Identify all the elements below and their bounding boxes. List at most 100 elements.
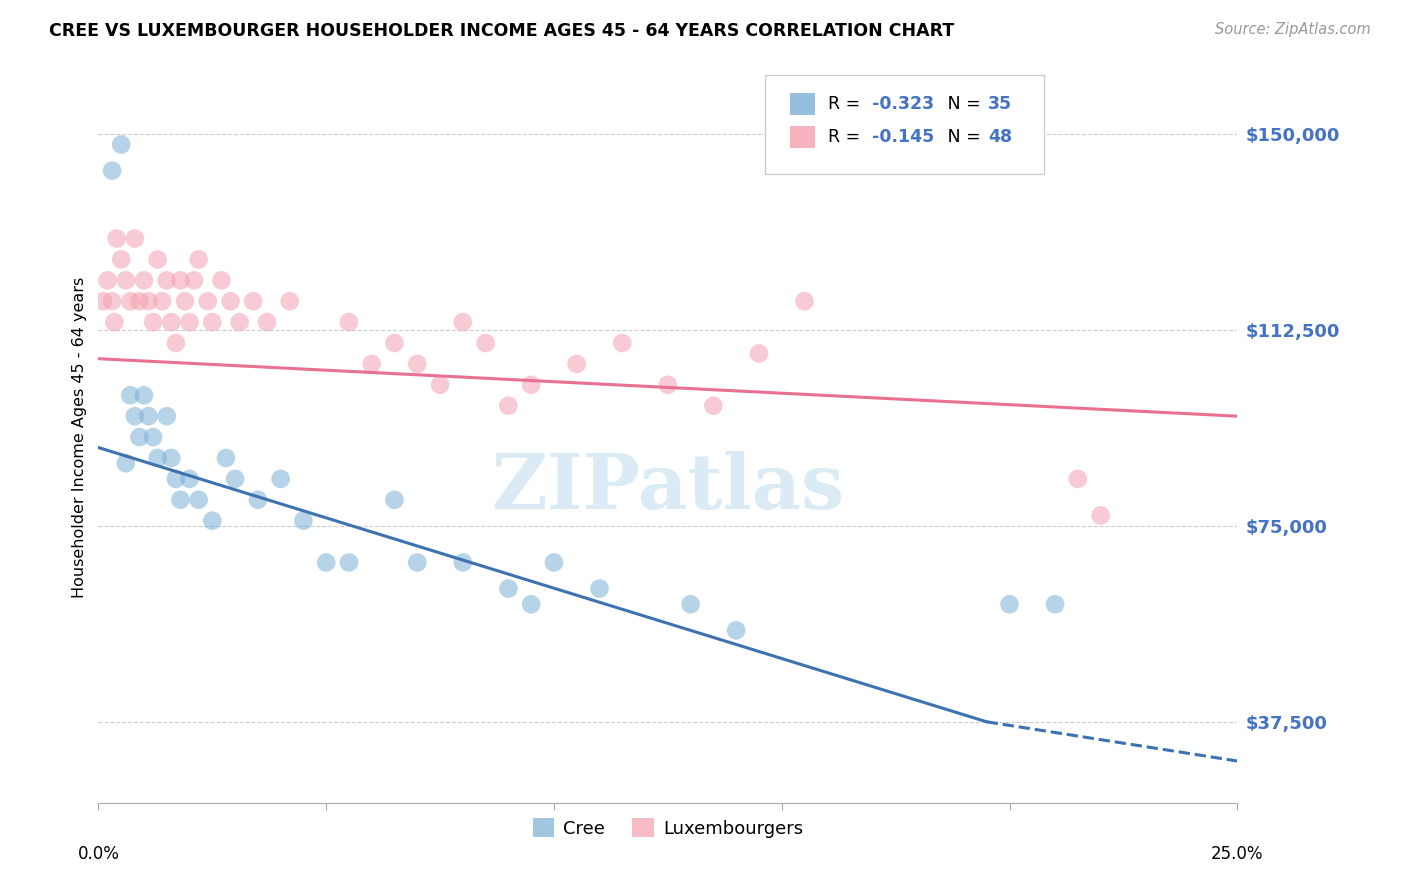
Point [748, 346, 770, 360]
Point [101, 163, 124, 178]
Point [498, 582, 520, 596]
Point [315, 556, 337, 570]
Point [384, 492, 406, 507]
Text: R =: R = [828, 128, 866, 146]
Point [142, 315, 165, 329]
Point [209, 273, 232, 287]
Point [110, 137, 132, 152]
Point [725, 624, 748, 638]
Point [292, 514, 315, 528]
Text: 0.0%: 0.0% [77, 845, 120, 863]
Point [474, 336, 496, 351]
Point [91, 294, 114, 309]
Point [169, 273, 191, 287]
Point [183, 273, 205, 287]
Point [565, 357, 588, 371]
Point [120, 388, 142, 402]
Point [128, 294, 150, 309]
Point [165, 336, 187, 351]
Point [429, 377, 451, 392]
Point [520, 377, 543, 392]
Text: N =: N = [931, 128, 986, 146]
Point [1090, 508, 1112, 523]
Point [256, 315, 278, 329]
Point [588, 582, 610, 596]
Point [702, 399, 724, 413]
Text: 48: 48 [988, 128, 1012, 146]
Point [224, 472, 246, 486]
Point [156, 409, 179, 424]
Point [337, 315, 360, 329]
Point [156, 273, 179, 287]
Point [124, 231, 146, 245]
Text: N =: N = [931, 95, 986, 113]
Point [187, 492, 209, 507]
Text: -0.145: -0.145 [872, 128, 934, 146]
Point [498, 399, 520, 413]
Point [657, 377, 679, 392]
FancyBboxPatch shape [765, 75, 1043, 174]
Point [114, 273, 136, 287]
Point [228, 315, 250, 329]
Point [197, 294, 219, 309]
Point [679, 597, 702, 611]
Point [187, 252, 209, 267]
Point [360, 357, 382, 371]
Point [246, 492, 269, 507]
Point [128, 430, 150, 444]
Point [142, 430, 165, 444]
Point [201, 315, 224, 329]
FancyBboxPatch shape [790, 94, 814, 115]
Point [219, 294, 242, 309]
FancyBboxPatch shape [790, 126, 814, 148]
Point [169, 492, 191, 507]
Point [179, 472, 201, 486]
Point [337, 556, 360, 570]
Text: 35: 35 [988, 95, 1012, 113]
Point [543, 556, 565, 570]
Point [278, 294, 301, 309]
Point [242, 294, 264, 309]
Point [146, 252, 169, 267]
Point [406, 556, 429, 570]
Point [179, 315, 201, 329]
Point [132, 273, 155, 287]
Point [110, 252, 132, 267]
Legend: Cree, Luxembourgers: Cree, Luxembourgers [526, 811, 810, 845]
Point [174, 294, 197, 309]
Point [215, 450, 238, 465]
Point [201, 514, 224, 528]
Point [1067, 472, 1090, 486]
Point [160, 450, 183, 465]
Point [150, 294, 173, 309]
Point [138, 409, 160, 424]
Point [103, 315, 125, 329]
Point [998, 597, 1021, 611]
Text: 25.0%: 25.0% [1211, 845, 1264, 863]
Point [270, 472, 292, 486]
Point [793, 294, 815, 309]
Point [124, 409, 146, 424]
Point [451, 315, 474, 329]
Point [612, 336, 634, 351]
Point [451, 556, 474, 570]
Y-axis label: Householder Income Ages 45 - 64 years: Householder Income Ages 45 - 64 years [72, 277, 87, 598]
Point [384, 336, 406, 351]
Point [132, 388, 155, 402]
Point [146, 450, 169, 465]
Point [406, 357, 429, 371]
Text: Source: ZipAtlas.com: Source: ZipAtlas.com [1215, 22, 1371, 37]
Point [160, 315, 183, 329]
Point [165, 472, 187, 486]
Point [114, 456, 136, 470]
Point [520, 597, 543, 611]
Point [1043, 597, 1066, 611]
Point [105, 231, 128, 245]
Point [120, 294, 142, 309]
Text: -0.323: -0.323 [872, 95, 934, 113]
Text: R =: R = [828, 95, 866, 113]
Point [96, 273, 118, 287]
Point [138, 294, 160, 309]
Text: CREE VS LUXEMBOURGER HOUSEHOLDER INCOME AGES 45 - 64 YEARS CORRELATION CHART: CREE VS LUXEMBOURGER HOUSEHOLDER INCOME … [49, 22, 955, 40]
Text: ZIPatlas: ZIPatlas [491, 451, 845, 525]
